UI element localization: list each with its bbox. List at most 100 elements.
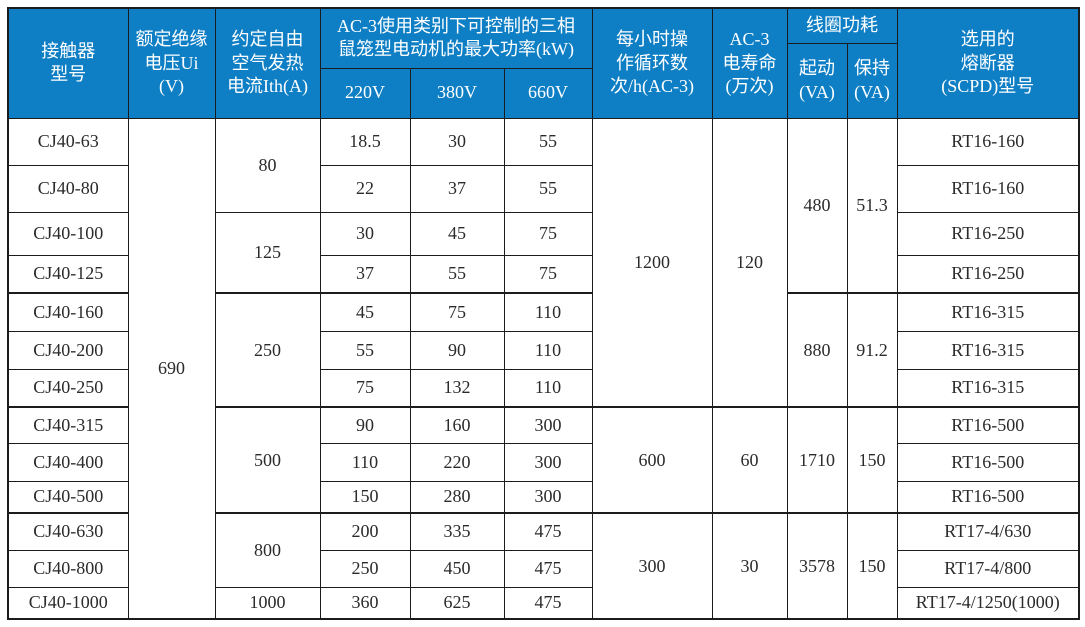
- cell-power-220v: 30: [319, 211, 411, 256]
- cell-fuse-model: RT16-160: [896, 117, 1080, 166]
- cell-electrical-life: 120: [711, 117, 788, 408]
- cell-power-380v: 75: [409, 292, 505, 332]
- cell-power-220v: 90: [319, 406, 411, 444]
- cell-thermal-current: 1000: [214, 586, 321, 620]
- header-coil-power: 线圈功耗: [786, 7, 898, 44]
- table-row: CJ40-500 150 280 300 RT16-500: [7, 480, 1080, 514]
- cell-power-660v: 75: [503, 254, 593, 294]
- header-row-voltages: 220V 380V 660V: [8, 67, 1079, 119]
- cell-power-220v: 45: [319, 292, 411, 332]
- table-row: CJ40-1000 1000 360 625 475 RT17-4/1250(1000): [7, 586, 1080, 620]
- cell-power-380v: 132: [409, 368, 505, 408]
- cell-power-380v: 220: [409, 442, 505, 482]
- header-fuse-model: 选用的 熔断器 (SCPD)型号: [896, 7, 1080, 119]
- cell-fuse-model: RT16-500: [896, 406, 1080, 444]
- cell-power-660v: 475: [503, 586, 593, 620]
- cell-power-660v: 475: [503, 512, 593, 551]
- table-row: CJ40-630 800 200 335 475 300 30 3578 150 RT17-4/6…: [7, 512, 1080, 620]
- cell-power-660v: 110: [503, 368, 593, 408]
- header-ac3-max-power: AC-3使用类别下可控制的三相 鼠笼型电动机的最大功率(kW): [319, 7, 593, 69]
- header-row-top: 接触器 型号 额定绝缘 电压Ui (V) 约定自由 空气发热 电流Ith(A) …: [7, 7, 1080, 119]
- cell-power-380v: 55: [409, 254, 505, 294]
- cell-fuse-model: RT17-4/630: [896, 512, 1080, 551]
- table-row: CJ40-800 250 450 475 RT17-4/800: [7, 549, 1080, 588]
- cell-power-660v: 110: [503, 330, 593, 370]
- table-row: CJ40-160 250 45 75 110 880 91.2 RT16-315: [7, 292, 1080, 408]
- cell-contactor-model: CJ40-160: [7, 292, 129, 332]
- cell-contactor-model: CJ40-63: [7, 117, 129, 166]
- cell-coil-pickup-va: 3578: [786, 512, 848, 620]
- cell-thermal-current: 500: [214, 406, 321, 514]
- cell-coil-pickup-va: 1710: [786, 406, 848, 514]
- cell-power-660v: 475: [503, 549, 593, 588]
- cell-power-220v: 250: [319, 549, 411, 588]
- cell-contactor-model: CJ40-250: [7, 368, 129, 408]
- cell-power-660v: 300: [503, 442, 593, 482]
- cell-fuse-model: RT16-315: [896, 330, 1080, 370]
- cell-fuse-model: RT16-315: [896, 292, 1080, 332]
- cell-contactor-model: CJ40-80: [7, 164, 129, 213]
- cell-power-660v: 55: [503, 164, 593, 213]
- cell-power-380v: 625: [409, 586, 505, 620]
- cell-power-380v: 37: [409, 164, 505, 213]
- cell-thermal-current: 250: [214, 292, 321, 408]
- header-220v: 220V: [319, 67, 411, 119]
- cell-power-380v: 160: [409, 406, 505, 444]
- table-row: CJ40-315 500 90 160 300 600 60 1710 150 RT16-500: [7, 406, 1080, 514]
- cell-fuse-model: RT16-250: [896, 254, 1080, 294]
- cell-power-380v: 90: [409, 330, 505, 370]
- table-row: CJ40-125 37 55 75 RT16-250: [7, 254, 1080, 294]
- table-body: CJ40-63 690 80 18.5 30 55 1200 120 480 51.3 RT16-1…: [7, 117, 1080, 620]
- table-row: CJ40-100 125 30 45 75 RT16-250: [7, 211, 1080, 294]
- cell-contactor-model: CJ40-125: [7, 254, 129, 294]
- cell-power-220v: 22: [319, 164, 411, 213]
- cell-contactor-model: CJ40-400: [7, 442, 129, 482]
- cell-contactor-model: CJ40-630: [7, 512, 129, 551]
- table-row: CJ40-63 690 80 18.5 30 55 1200 120 480 51.3 RT16-1…: [7, 117, 1080, 620]
- cell-contactor-model: CJ40-315: [7, 406, 129, 444]
- cell-power-220v: 18.5: [319, 117, 411, 166]
- cell-thermal-current: 80: [214, 117, 321, 213]
- cell-fuse-model: RT16-500: [896, 480, 1080, 514]
- cell-power-660v: 300: [503, 480, 593, 514]
- header-380v: 380V: [409, 67, 505, 119]
- cell-contactor-model: CJ40-100: [7, 211, 129, 256]
- cell-power-380v: 45: [409, 211, 505, 256]
- cell-power-380v: 30: [409, 117, 505, 166]
- cell-thermal-current: 800: [214, 512, 321, 588]
- cell-power-660v: 110: [503, 292, 593, 332]
- cell-power-220v: 75: [319, 368, 411, 408]
- cell-power-380v: 280: [409, 480, 505, 514]
- table-row: CJ40-400 110 220 300 RT16-500: [7, 442, 1080, 482]
- cell-operating-cycles: 600: [591, 406, 713, 514]
- header-rated-insulation-voltage: 额定绝缘 电压Ui (V): [127, 7, 216, 119]
- cell-power-660v: 75: [503, 211, 593, 256]
- cell-operating-cycles: 300: [591, 512, 713, 620]
- cell-electrical-life: 30: [711, 512, 788, 620]
- cell-fuse-model: RT17-4/800: [896, 549, 1080, 588]
- cell-power-220v: 37: [319, 254, 411, 294]
- header-thermal-current: 约定自由 空气发热 电流Ith(A): [214, 7, 321, 119]
- cell-power-380v: 335: [409, 512, 505, 551]
- cell-contactor-model: CJ40-500: [7, 480, 129, 514]
- cell-electrical-life: 60: [711, 406, 788, 514]
- cell-coil-pickup-va: 880: [786, 292, 848, 408]
- cell-power-660v: 55: [503, 117, 593, 166]
- table-row: CJ40-80 22 37 55 RT16-160: [7, 164, 1080, 213]
- cell-power-220v: 360: [319, 586, 411, 620]
- cell-power-220v: 110: [319, 442, 411, 482]
- header-operating-cycles: 每小时操 作循环数 次/h(AC-3): [591, 7, 713, 119]
- cell-fuse-model: RT17-4/1250(1000): [896, 586, 1080, 620]
- cell-coil-hold-va: 91.2: [846, 292, 898, 408]
- cell-power-220v: 55: [319, 330, 411, 370]
- cell-coil-hold-va: 150: [846, 512, 898, 620]
- cell-coil-hold-va: 51.3: [846, 117, 898, 294]
- table-row: CJ40-250 75 132 110 RT16-315: [7, 368, 1080, 408]
- table-row: CJ40-200 55 90 110 RT16-315: [7, 330, 1080, 370]
- table-header: 接触器 型号 额定绝缘 电压Ui (V) 约定自由 空气发热 电流Ith(A) …: [7, 7, 1080, 119]
- header-coil-pickup: 起动 (VA): [786, 42, 848, 119]
- cell-contactor-model: CJ40-200: [7, 330, 129, 370]
- cell-fuse-model: RT16-500: [896, 442, 1080, 482]
- cell-fuse-model: RT16-315: [896, 368, 1080, 408]
